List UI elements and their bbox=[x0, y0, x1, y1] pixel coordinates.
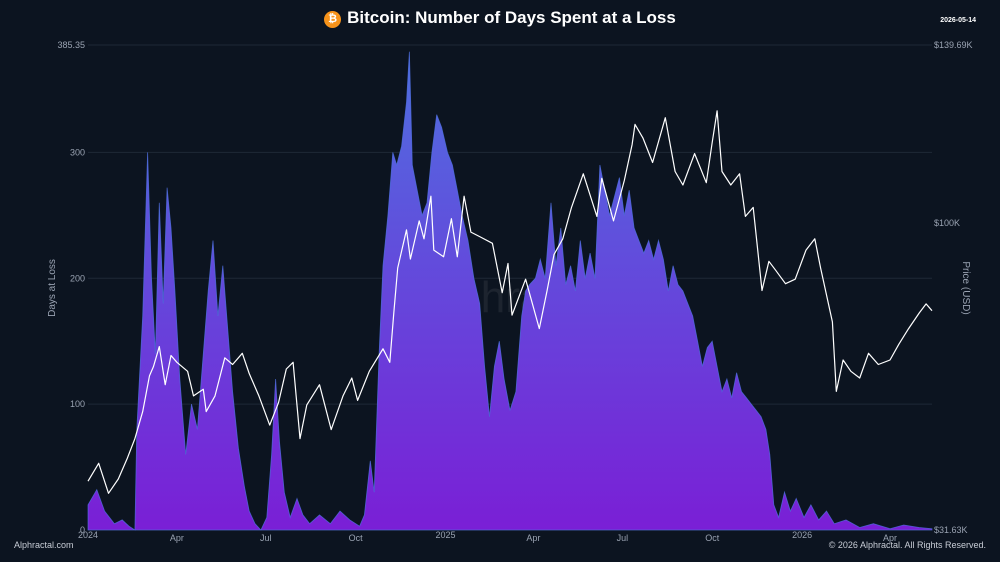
x-tick-label: Oct bbox=[705, 533, 720, 543]
x-tick-label: Jul bbox=[260, 533, 272, 543]
y-tick-label: 100 bbox=[70, 399, 85, 409]
x-tick-label: 2025 bbox=[436, 530, 456, 540]
source-label: Alphractal.com bbox=[14, 540, 74, 550]
x-tick-label: Jul bbox=[617, 533, 629, 543]
chart-header: ₿ Bitcoin: Number of Days Spent at a Loss… bbox=[0, 0, 1000, 40]
x-axis-ticks: 2024 Apr Jul Oct 2025 Apr Jul Oct 2026 Apr bbox=[78, 530, 897, 543]
x-tick-label: Apr bbox=[170, 533, 184, 543]
y-axis-title: Days at Loss bbox=[47, 259, 58, 317]
chart-title: Bitcoin: Number of Days Spent at a Loss bbox=[347, 8, 676, 27]
days-at-loss-area bbox=[87, 51, 933, 531]
y2-tick-label: $100K bbox=[934, 218, 960, 228]
y-tick-label: 0 bbox=[80, 525, 85, 535]
right-axis-ticks: $31.63K $100K $139.69K bbox=[934, 40, 973, 535]
x-tick-label: Apr bbox=[526, 533, 540, 543]
x-tick-label: Oct bbox=[349, 533, 364, 543]
chart-title-wrap: ₿ Bitcoin: Number of Days Spent at a Loss bbox=[0, 8, 1000, 28]
report-date: 2026-05-14 bbox=[940, 17, 976, 24]
x-tick-label: 2024 bbox=[78, 530, 98, 540]
y-tick-label: 200 bbox=[70, 273, 85, 283]
y2-axis-title: Price (USD) bbox=[960, 261, 971, 314]
bitcoin-icon: ₿ bbox=[324, 11, 342, 28]
y2-tick-label: $31.63K bbox=[934, 525, 968, 535]
left-axis-ticks: 0 100 200 300 385.35 bbox=[57, 40, 85, 535]
price-line bbox=[87, 110, 933, 494]
x-tick-label: 2026 bbox=[792, 530, 812, 540]
x-tick-label: Apr bbox=[883, 533, 897, 543]
price-line-layer bbox=[87, 110, 933, 494]
days-at-loss-area-layer bbox=[87, 51, 933, 531]
y2-tick-label: $139.69K bbox=[934, 40, 973, 50]
y-tick-label: 385.35 bbox=[57, 40, 85, 50]
y-tick-label: 300 bbox=[70, 147, 85, 157]
copyright-label: © 2026 Alphractal. All Rights Reserved. bbox=[828, 540, 986, 550]
